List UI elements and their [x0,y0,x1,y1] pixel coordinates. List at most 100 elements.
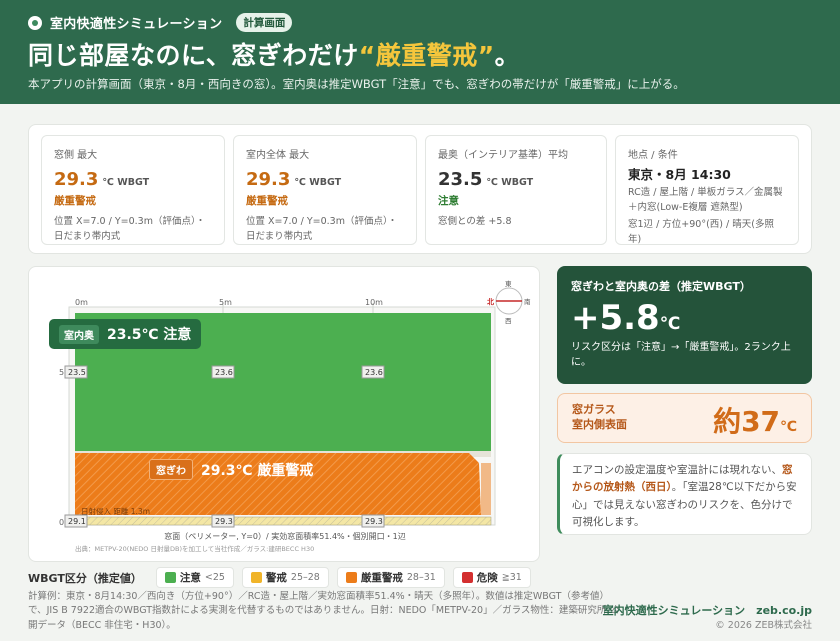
legend-range: 28–31 [406,572,436,583]
compass-south: 西 [505,317,512,325]
glass-value-row: 約37℃ [713,400,797,440]
glass-unit: ℃ [780,419,797,435]
value-tag-bg [361,514,385,528]
wbgt-legend: WBGT区分（推定値） 注意 <25 警戒 25–28 厳重警戒 28–31 危… [28,567,531,588]
conditions-construction: RC造 / 屋上階 / 単板ガラス／金属製＋内窓(Low-E複層 遮熱型) [628,187,783,213]
headline: 同じ部屋なのに、窓ぎわだけ“厳重警戒”。 [28,36,520,72]
subtitle: 本アプリの計算画面（東京・8月・西向きの窓）。室内奥は推定WBGT「注意」でも、… [28,77,685,91]
heatmap-panel: 0m 5m 10m 5 0 23.5 23.6 23.6 29.1 29.3 2… [28,266,540,562]
stat-label: 室内全体 最大 [246,150,310,161]
brand-row: 室内快適性シミュレーション 計算画面 [28,13,293,32]
explanation-note: エアコンの設定温度や室温計には現れない、窓からの放射熱（西日）。「室温28℃以下… [557,453,812,535]
difference-value-row: +5.8℃ [571,298,798,338]
difference-unit: ℃ [659,314,681,334]
legend-name: 危険 [476,572,498,584]
window-tag: 窓ぎわ [149,459,193,480]
stat-note: 窓側との差 +5.8 [438,216,512,227]
window-strip [74,516,492,526]
value-tag-upper-0: 23.5 [68,368,86,377]
legend-swatch [250,572,262,583]
conditions-label: 地点 / 条件 [628,150,678,161]
x-tick-10m: 10m [365,298,383,307]
value-tag-lower-1: 29.3 [215,517,233,526]
footer-brand[interactable]: 室内快適性シミュレーション zeb.co.jp [602,604,812,617]
legend-range: 25–28 [290,572,320,583]
value-tag-bg [361,365,385,379]
stat-status: 厳重警戒 [54,195,96,207]
stat-value: 29.3 [54,169,99,190]
conditions-window: 窓1辺 / 方位+90°(西) / 晴天(多照年) [628,219,774,246]
window-zone-label: 窓ぎわ 29.3℃ 厳重警戒 [149,459,313,480]
legend-name: 厳重警戒 [360,572,403,584]
stat-card-room-max: 室内全体 最大 29.3 ℃ WBGT 厳重警戒 位置 X=7.0 / Y=0.… [233,135,417,245]
y-tick-0: 0 [59,518,64,527]
stat-card-window-max: 窓側 最大 29.3 ℃ WBGT 厳重警戒 位置 X=7.0 / Y=0.3m… [41,135,225,245]
stat-value-row: 23.5 ℃ WBGT [438,169,594,190]
footer-copyright: © 2026 ZEB株式会社 [715,620,812,631]
value-tag-lower-2: 29.3 [365,517,383,526]
stat-unit: ℃ WBGT [294,177,342,188]
stats-panel: 窓側 最大 29.3 ℃ WBGT 厳重警戒 位置 X=7.0 / Y=0.3m… [28,124,812,254]
legend-range: <25 [204,572,225,583]
glass-value: 約37 [713,405,781,438]
compass-west: 北 [487,297,494,306]
legend-item-severe: 厳重警戒 28–31 [336,567,445,588]
legend-name: 警戒 [265,572,287,584]
stat-card-conditions: 地点 / 条件 東京・8月 14:30 RC造 / 屋上階 / 単板ガラス／金属… [615,135,799,245]
stat-note: 位置 X=7.0 / Y=0.3m（評価点）・日だまり帯内式 [54,216,206,243]
interior-tag: 室内奥 [59,324,99,344]
conditions-title: 東京・8月 14:30 [628,167,731,182]
stat-label: 最奥（インテリア基準）平均 [438,150,568,161]
value-tag-upper-1: 23.6 [215,368,233,377]
legend-item-danger: 危険 ≧31 [452,567,531,588]
legend-range: ≧31 [501,572,522,583]
headline-pre: 同じ部屋なのに、窓ぎわだけ [28,41,359,70]
stat-value-row: 29.3 ℃ WBGT [246,169,404,190]
difference-label: 窓ぎわと室内奥の差（推定WBGT） [571,280,751,293]
glass-label: 窓ガラス 室内側表面 [572,402,797,433]
headline-post: 。 [494,41,521,70]
interior-value: 23.5℃ 注意 [107,327,192,343]
glass-temp-card: 窓ガラス 室内側表面 約37℃ [557,393,812,443]
glass-label-line1: 窓ガラス [572,403,616,416]
legend-swatch [345,572,357,583]
y-tick-5: 5 [59,368,64,377]
compass-north: 東 [505,279,512,288]
zone-window-edge [481,463,491,515]
stat-value: 23.5 [438,169,483,190]
legend-item-caution: 注意 <25 [155,567,234,588]
stat-value-row: 29.3 ℃ WBGT [54,169,212,190]
stat-label: 窓側 最大 [54,150,98,161]
difference-value: +5.8 [571,298,660,338]
compass-icon: 東 北 南 西 [487,279,531,325]
chart-caption: 窓面（ペリメーター, Y=0）/ 実効窓面積率51.4%・個別開口・1辺 [164,531,406,541]
stat-unit: ℃ WBGT [486,177,534,188]
interior-zone-label: 室内奥 23.5℃ 注意 [49,319,202,349]
value-tag-lower-0: 29.1 [68,517,86,526]
header: 室内快適性シミュレーション 計算画面 同じ部屋なのに、窓ぎわだけ“厳重警戒”。 … [0,0,840,104]
stat-note: 位置 X=7.0 / Y=0.3m（評価点）・日だまり帯内式 [246,216,398,243]
chart-source: 出典：METPV-20(NEDO 日射量DB)を加工して当社作成／ガラス:建研B… [75,544,314,553]
difference-card: 窓ぎわと室内奥の差（推定WBGT） +5.8℃ リスク区分は「注意」→「厳重警戒… [557,266,812,384]
note-emphasis: 窓からの放射熱（西日） [572,464,793,494]
difference-note: リスク区分は「注意」→「厳重警戒」。2ランク上に。 [571,342,791,368]
value-tag-upper-2: 23.6 [365,368,383,377]
compass-east: 南 [524,297,531,306]
stat-card-interior-avg: 最奥（インテリア基準）平均 23.5 ℃ WBGT 注意 窓側との差 +5.8 [425,135,607,245]
value-tag-bg [64,514,88,528]
note-post: 。「室温28℃以下だから安心」では見えない窓ぎわのリスクを、色分けで可視化します… [572,481,797,528]
window-value: 29.3℃ 厳重警戒 [201,462,314,479]
stat-value: 29.3 [246,169,291,190]
sun-penetration-label: 日射侵入 距離 1.3m [81,506,150,516]
legend-item-warning: 警戒 25–28 [241,567,329,588]
value-tag-bg [211,514,235,528]
legend-swatch [164,572,176,583]
x-tick-0m: 0m [75,298,88,307]
brand-name: 室内快適性シミュレーション [50,17,223,32]
screen-badge: 計算画面 [236,13,293,32]
stat-status: 厳重警戒 [246,195,288,207]
footer-disclaimer: 計算例：東京・8月14:30／西向き（方位+90°）／RC造・屋上階／実効窓面積… [28,591,619,631]
headline-emphasis: “厳重警戒” [358,41,495,70]
note-pre: エアコンの設定温度や室温計には現れない、 [572,464,782,476]
stat-status: 注意 [438,195,459,207]
